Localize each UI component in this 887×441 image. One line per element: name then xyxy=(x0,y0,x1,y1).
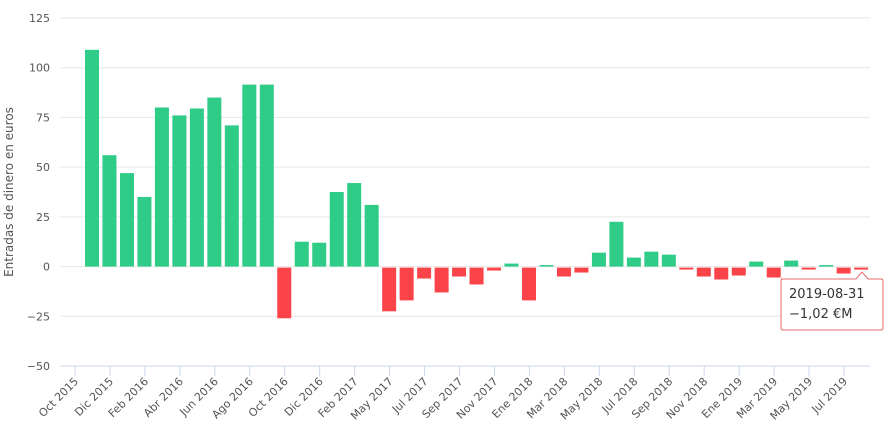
bar-2016-03[interactable] xyxy=(137,196,152,267)
bar-2017-04[interactable] xyxy=(364,204,379,267)
bar-2017-10[interactable] xyxy=(469,267,484,285)
bar-2018-07[interactable] xyxy=(626,257,641,267)
tooltip-value: −1,02 €M xyxy=(789,307,852,322)
bar-2017-08[interactable] xyxy=(434,267,449,293)
y-tick-label: −50 xyxy=(27,360,50,373)
bar-2019-07[interactable] xyxy=(836,267,851,274)
y-tick-label: 75 xyxy=(36,111,50,124)
bar-2016-06[interactable] xyxy=(189,108,204,267)
bar-2018-05[interactable] xyxy=(591,252,606,267)
bar-2017-06[interactable] xyxy=(399,267,414,301)
bar-2017-12[interactable] xyxy=(504,263,519,267)
y-tick-label: 50 xyxy=(36,161,50,174)
y-tick-label: 100 xyxy=(29,62,50,75)
bar-2016-01[interactable] xyxy=(102,155,117,267)
bar-2019-03[interactable] xyxy=(766,267,781,278)
bar-2018-09[interactable] xyxy=(661,254,676,267)
bar-2017-01[interactable] xyxy=(312,242,327,267)
bar-2019-02[interactable] xyxy=(749,261,764,267)
bar-2016-08[interactable] xyxy=(224,125,239,267)
bar-2017-09[interactable] xyxy=(452,267,467,277)
bar-2018-01[interactable] xyxy=(522,267,536,301)
bar-2018-04[interactable] xyxy=(574,267,589,273)
y-axis: 125 100 75 50 25 0 −25 −50 xyxy=(27,12,50,373)
bar-2016-11[interactable] xyxy=(277,267,292,319)
y-tick-label: −25 xyxy=(27,310,50,323)
bar-2015-12[interactable] xyxy=(85,49,99,267)
bar-2019-05[interactable] xyxy=(801,267,816,270)
bar-2018-06[interactable] xyxy=(609,221,624,267)
bar-2017-07[interactable] xyxy=(417,267,432,279)
bars xyxy=(85,49,869,319)
bar-2019-01[interactable] xyxy=(731,267,746,276)
bar-2018-03[interactable] xyxy=(556,267,571,277)
bar-2018-08[interactable] xyxy=(644,251,659,267)
bar-2017-02[interactable] xyxy=(329,192,344,267)
bar-2019-06[interactable] xyxy=(819,265,834,267)
bar-2016-07[interactable] xyxy=(207,97,222,267)
tooltip-box xyxy=(780,271,884,331)
y-tick-label: 0 xyxy=(43,261,50,274)
bar-2016-10[interactable] xyxy=(259,84,274,267)
bar-2018-12[interactable] xyxy=(714,267,729,280)
bar-2018-11[interactable] xyxy=(696,267,711,277)
tooltip-date: 2019-08-31 xyxy=(789,287,865,302)
bar-2016-12[interactable] xyxy=(294,241,309,267)
bar-2016-05[interactable] xyxy=(172,115,187,267)
tooltip: 2019-08-31 −1,02 €M xyxy=(780,271,884,331)
bar-2018-02[interactable] xyxy=(539,265,554,267)
bar-2019-04[interactable] xyxy=(784,260,799,267)
bar-2017-11[interactable] xyxy=(487,267,502,271)
bar-2017-03[interactable] xyxy=(347,183,362,267)
y-tick-label: 25 xyxy=(36,211,50,224)
bar-2017-05[interactable] xyxy=(382,267,397,312)
bar-2019-08[interactable] xyxy=(854,267,869,270)
y-axis-title: Entradas de dinero en euros xyxy=(2,107,16,277)
x-tick-label: Jul 2019 xyxy=(809,375,851,417)
bar-2016-02[interactable] xyxy=(119,173,134,267)
bar-2016-04[interactable] xyxy=(154,107,169,267)
bar-2018-10[interactable] xyxy=(679,267,694,270)
y-tick-label: 125 xyxy=(29,12,50,25)
bar-2016-09[interactable] xyxy=(242,84,257,267)
